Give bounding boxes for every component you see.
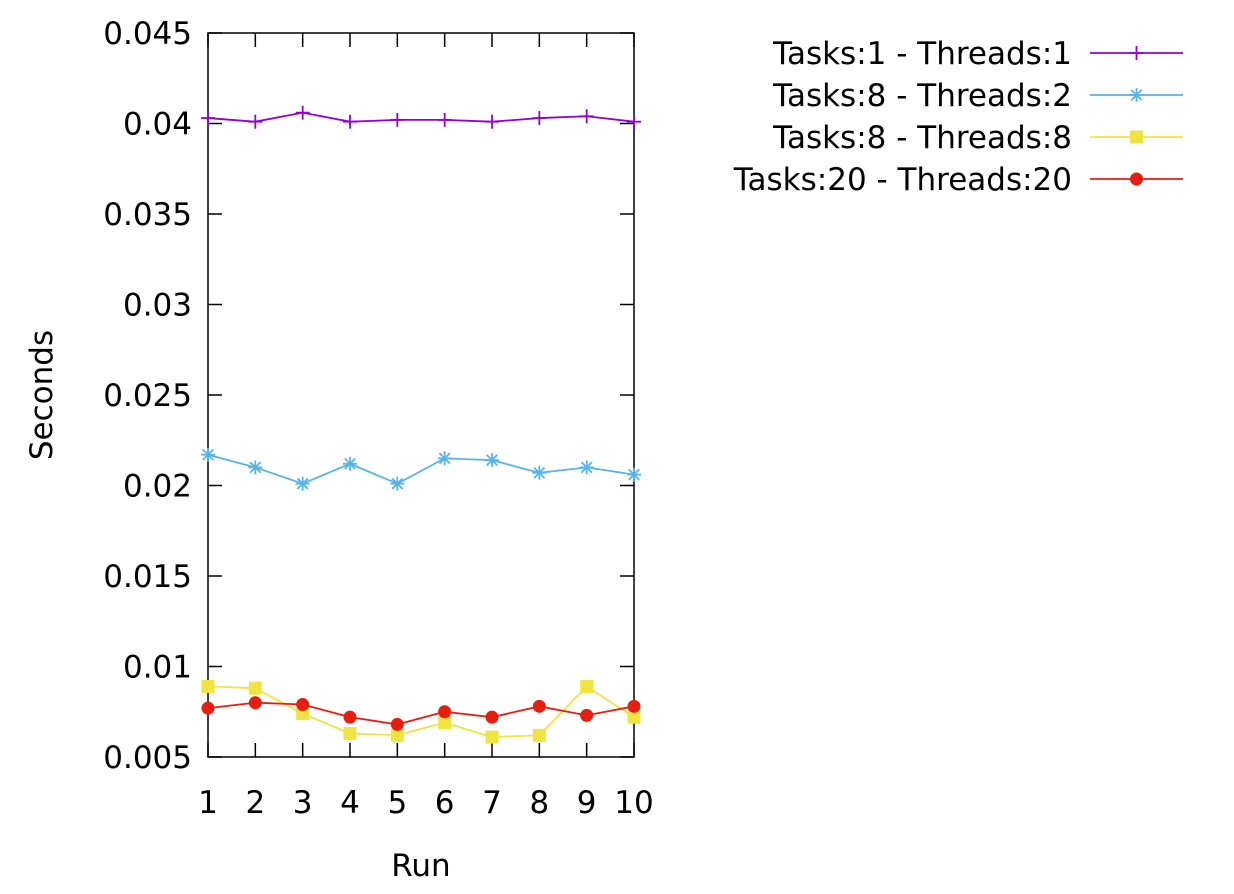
data-point (390, 112, 405, 127)
x-tick-label: 5 (387, 785, 407, 821)
x-tick-label: 9 (577, 785, 597, 821)
series-line (207, 453, 635, 485)
data-point (390, 476, 405, 491)
legend: Tasks:1 - Threads:1 Tasks:8 - Threads:2 Ta… (733, 36, 1183, 198)
y-tick-label: 0.045 (103, 16, 192, 52)
marker-d2 (580, 461, 593, 474)
x-tick-label: 7 (482, 785, 502, 821)
data-point (579, 460, 594, 475)
y-axis-label: Seconds (24, 330, 60, 460)
marker-d2 (1130, 89, 1143, 101)
data-point (579, 109, 594, 124)
data-point (532, 465, 547, 480)
x-tick-label: 1 (198, 785, 218, 821)
data-point (437, 451, 452, 466)
legend-label: Tasks:8 - Threads:8 (772, 120, 1072, 156)
data-point (343, 456, 357, 471)
legend-marker (1130, 130, 1143, 144)
legend-label: Tasks:8 - Threads:2 (772, 78, 1072, 114)
legend-marker (1130, 172, 1143, 186)
data-point (296, 698, 310, 712)
data-point (438, 716, 452, 730)
data-point (532, 699, 546, 713)
legend-entry: Tasks:8 - Threads:2 (772, 78, 1183, 114)
data-point (627, 467, 641, 482)
marker-d2 (628, 468, 640, 481)
legend-marker (1129, 46, 1144, 60)
legend-label: Tasks:20 - Threads:20 (733, 162, 1072, 198)
data-point (343, 710, 357, 724)
marker-d2 (486, 454, 498, 467)
data-point (627, 114, 641, 129)
marker-d2 (296, 477, 309, 490)
y-tick-label: 0.025 (103, 378, 192, 414)
data-point (485, 730, 499, 744)
legend-label: Tasks:1 - Threads:1 (772, 36, 1072, 72)
x-axis-label: Run (391, 848, 450, 884)
legend-entry: Tasks:8 - Threads:8 (772, 120, 1183, 156)
data-point (201, 701, 215, 715)
data-point (248, 460, 263, 475)
marker-d2 (249, 461, 262, 474)
legend-entry: Tasks:20 - Threads:20 (733, 162, 1183, 198)
plot-border (207, 32, 635, 758)
series-1 (201, 105, 641, 129)
y-tick-label: 0.02 (123, 469, 192, 505)
data-point (627, 710, 641, 724)
data-point (485, 710, 499, 724)
data-point (485, 453, 499, 468)
marker-d2 (202, 448, 214, 461)
data-point (580, 679, 594, 693)
data-point (532, 728, 546, 742)
data-point (437, 112, 452, 127)
y-tick-label: 0.01 (123, 650, 192, 686)
data-point (485, 114, 499, 129)
y-axis-ticks: 0.005 0.01 0.015 0.02 0.025 0.03 0.035 0.04 0.04… (103, 16, 634, 776)
marker-d2 (344, 457, 356, 470)
data-point (343, 114, 357, 129)
data-point (295, 105, 310, 120)
series-line (207, 111, 635, 123)
series-2 (201, 447, 641, 491)
x-tick-label: 8 (529, 785, 549, 821)
data-point (343, 726, 357, 740)
marker-d2 (533, 466, 546, 479)
marker-d2 (438, 452, 451, 465)
data-point (390, 717, 404, 731)
data-point (532, 111, 547, 126)
y-tick-label: 0.015 (103, 559, 192, 595)
series-line (207, 701, 635, 726)
x-tick-label: 2 (245, 785, 265, 821)
data-point (580, 708, 594, 722)
data-point (248, 681, 262, 695)
legend-marker (1129, 88, 1144, 102)
data-point (295, 476, 310, 491)
data-point (248, 696, 262, 710)
x-tick-label: 10 (614, 785, 653, 821)
x-tick-label: 4 (340, 785, 360, 821)
series-4 (201, 696, 641, 731)
legend-entry: Tasks:1 - Threads:1 (772, 36, 1183, 72)
plot-frame (207, 32, 635, 758)
data-point (627, 699, 641, 713)
x-tick-label: 3 (293, 785, 313, 821)
y-tick-label: 0.03 (123, 288, 192, 324)
y-tick-label: 0.005 (103, 740, 192, 776)
marker-d2 (391, 477, 404, 490)
series-3 (201, 679, 641, 744)
y-tick-label: 0.04 (123, 107, 192, 143)
data-point (201, 111, 215, 126)
data-point (201, 447, 215, 462)
data-point (296, 707, 310, 721)
x-axis-ticks: 1 2 3 4 5 6 7 8 9 10 (198, 33, 654, 821)
x-tick-label: 6 (435, 785, 455, 821)
series-area (201, 105, 641, 744)
data-point (438, 705, 452, 719)
data-point (201, 679, 215, 693)
data-point (390, 728, 404, 742)
y-tick-label: 0.035 (103, 197, 192, 233)
data-point (248, 114, 263, 129)
